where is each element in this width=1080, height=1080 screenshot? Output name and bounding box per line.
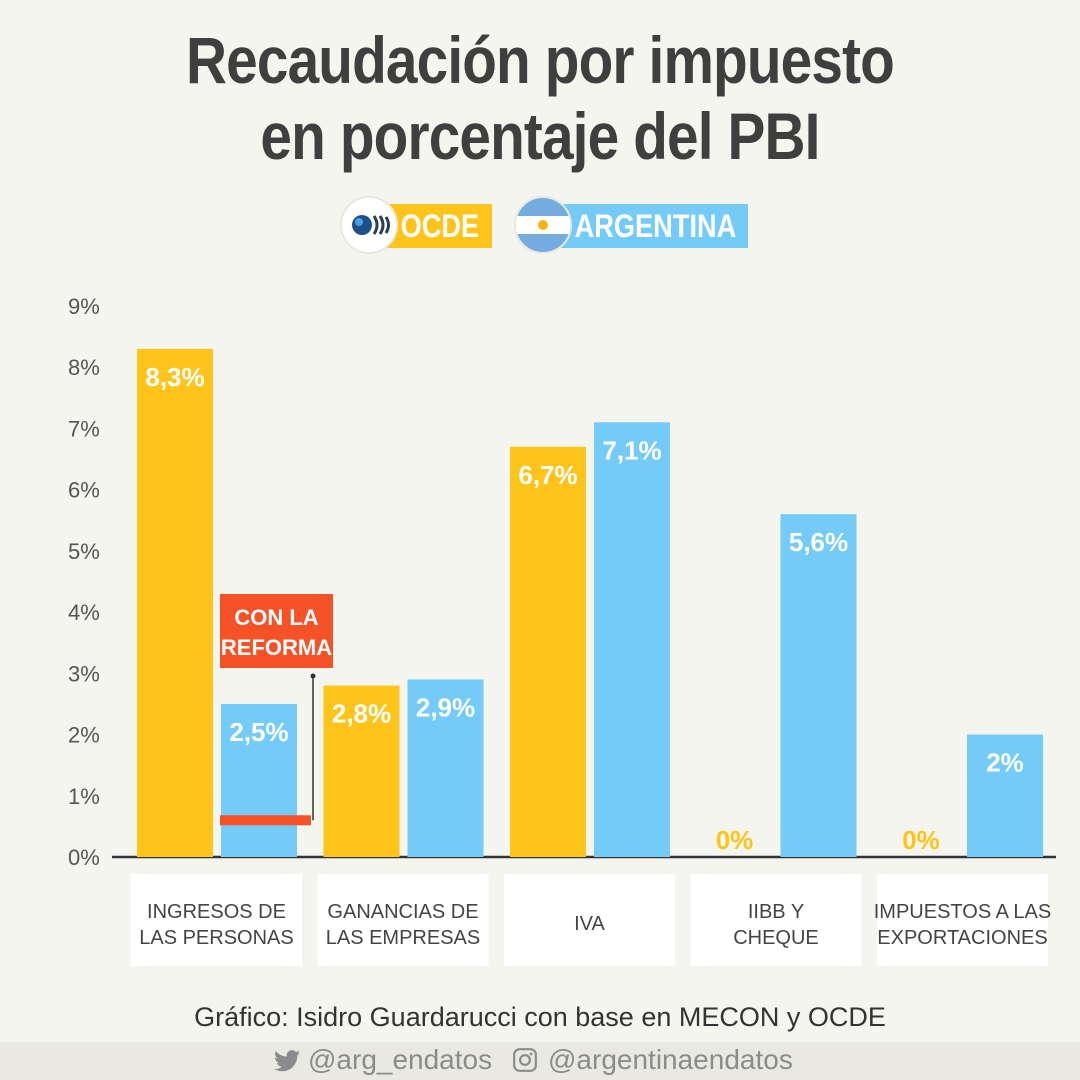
instagram-icon xyxy=(513,1048,537,1072)
legend-label-ocde: OCDE xyxy=(400,208,480,244)
data-label-ocde: 8,3% xyxy=(145,362,204,392)
annotation-leader-dot xyxy=(310,673,316,679)
title-line-1: Recaudación por impuesto xyxy=(186,23,895,97)
data-label-argentina: 7,1% xyxy=(602,435,661,465)
title-line-2: en porcentaje del PBI xyxy=(260,99,820,173)
footer-bar xyxy=(0,1042,1080,1080)
twitter-icon xyxy=(274,1050,300,1072)
y-tick-label: 6% xyxy=(68,478,100,503)
category-label-box xyxy=(131,874,302,966)
category-label: EXPORTACIONES xyxy=(877,927,1047,949)
y-tick-label: 5% xyxy=(68,539,100,564)
legend-item-argentina: ARGENTINA xyxy=(514,196,748,256)
y-tick-label: 9% xyxy=(68,294,100,319)
data-label-ocde: 2,8% xyxy=(332,699,391,729)
y-tick-label: 3% xyxy=(68,661,100,686)
category-label: INGRESOS DE xyxy=(147,901,286,923)
data-label-ocde: 0% xyxy=(716,825,754,855)
category-label: LAS PERSONAS xyxy=(139,927,294,949)
legend: OCDE ARGENTINA xyxy=(0,196,1080,256)
category-label: IVA xyxy=(574,913,605,935)
bar-argentina xyxy=(967,734,1043,857)
instagram-handle[interactable]: @argentinaendatos xyxy=(512,1043,793,1077)
category-label: IIBB Y xyxy=(748,901,804,923)
data-label-ocde: 6,7% xyxy=(518,460,577,490)
category-label-box xyxy=(504,874,675,966)
bar-ocde xyxy=(510,446,586,857)
y-tick-label: 1% xyxy=(68,784,100,809)
argentina-flag-icon xyxy=(514,196,572,254)
category-label-box xyxy=(690,874,862,966)
instagram-handle-text: @argentinaendatos xyxy=(548,1044,793,1075)
category-label-box xyxy=(317,874,489,966)
credit-text: Gráfico: Isidro Guardarucci con base en … xyxy=(194,1002,886,1032)
annotation-text-line-1: CON LA xyxy=(234,605,318,630)
bar-ocde xyxy=(137,348,213,857)
data-label-argentina: 2% xyxy=(986,748,1024,778)
legend-label-argentina: ARGENTINA xyxy=(574,208,737,244)
annotation-text-line-2: REFORMA xyxy=(221,635,332,660)
bar-argentina xyxy=(594,422,670,857)
annotation-box xyxy=(220,594,333,668)
category-label: LAS EMPRESAS xyxy=(326,927,481,949)
category-label: CHEQUE xyxy=(733,927,819,949)
y-tick-label: 8% xyxy=(68,355,100,380)
bar-argentina xyxy=(221,703,297,857)
twitter-handle[interactable]: @arg_endatos xyxy=(274,1043,492,1077)
data-label-ocde: 0% xyxy=(902,825,940,855)
y-tick-label: 4% xyxy=(68,600,100,625)
twitter-handle-text: @arg_endatos xyxy=(308,1044,493,1075)
category-label: GANANCIAS DE xyxy=(327,901,478,923)
data-label-argentina: 2,9% xyxy=(416,692,475,722)
y-tick-label: 0% xyxy=(68,845,100,870)
y-tick-label: 2% xyxy=(68,723,100,748)
category-label-box xyxy=(877,874,1048,966)
bar-chart: 0% 1% 2% 3% 4% 5% 6% 7% 8% 9% 8,3% 2,5% 2,8% 2,9% 6,7… xyxy=(68,294,1056,966)
bar-argentina xyxy=(780,514,857,857)
y-tick-label: 7% xyxy=(68,416,100,441)
bar-ocde xyxy=(323,685,400,857)
reform-marker-line xyxy=(220,815,311,826)
chart-title: Recaudación por impuesto en porcentaje d… xyxy=(76,22,1005,174)
oecd-logo-icon xyxy=(340,196,398,254)
bar-argentina xyxy=(407,679,484,857)
legend-item-ocde: OCDE xyxy=(340,196,492,256)
data-label-argentina: 5,6% xyxy=(789,527,848,557)
category-label: IMPUESTOS A LAS xyxy=(874,901,1051,923)
data-label-argentina: 2,5% xyxy=(229,717,288,747)
